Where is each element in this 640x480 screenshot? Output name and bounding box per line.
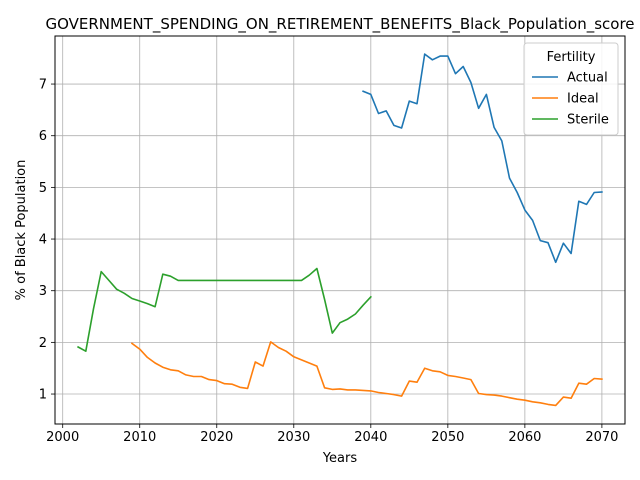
y-tick-label: 3 — [39, 284, 47, 299]
y-axis-label: % of Black Population — [14, 160, 29, 301]
legend-box — [523, 42, 619, 136]
legend-label-sterile: Sterile — [567, 113, 609, 128]
y-tick-label: 2 — [39, 336, 47, 351]
x-axis-label: Years — [322, 451, 358, 466]
x-tick-label: 2020 — [200, 430, 233, 445]
x-tick-label: 2070 — [585, 430, 618, 445]
y-tick-label: 7 — [39, 78, 47, 93]
legend-label-ideal: Ideal — [567, 92, 599, 107]
x-tick-label: 2060 — [508, 430, 541, 445]
series-line-ideal — [130, 341, 603, 407]
x-tick-label: 2010 — [123, 430, 156, 445]
grid-lines — [55, 36, 625, 424]
legend-items: Actual Ideal Sterile — [532, 71, 609, 128]
legend: Fertility Actual Ideal Sterile — [523, 42, 619, 136]
series-lines — [77, 53, 603, 407]
series-line-actual — [362, 53, 603, 264]
x-tick-label: 2050 — [431, 430, 464, 445]
axis-ticks: 2000 2010 2020 2030 2040 2050 2060 2070 1 2 3 4 5 6 7 — [39, 78, 619, 445]
y-tick-label: 6 — [39, 129, 47, 144]
x-tick-label: 2030 — [277, 430, 310, 445]
legend-title: Fertility — [547, 50, 596, 65]
series-line-sterile — [77, 267, 372, 353]
x-tick-label: 2040 — [354, 430, 387, 445]
y-tick-label: 4 — [39, 233, 47, 248]
legend-label-actual: Actual — [567, 71, 608, 86]
x-tick-label: 2000 — [46, 430, 79, 445]
chart-title: GOVERNMENT_SPENDING_ON_RETIREMENT_BENEFI… — [45, 15, 634, 34]
y-tick-label: 1 — [39, 388, 47, 403]
y-tick-label: 5 — [39, 181, 47, 196]
plot-area-frame — [54, 35, 626, 425]
